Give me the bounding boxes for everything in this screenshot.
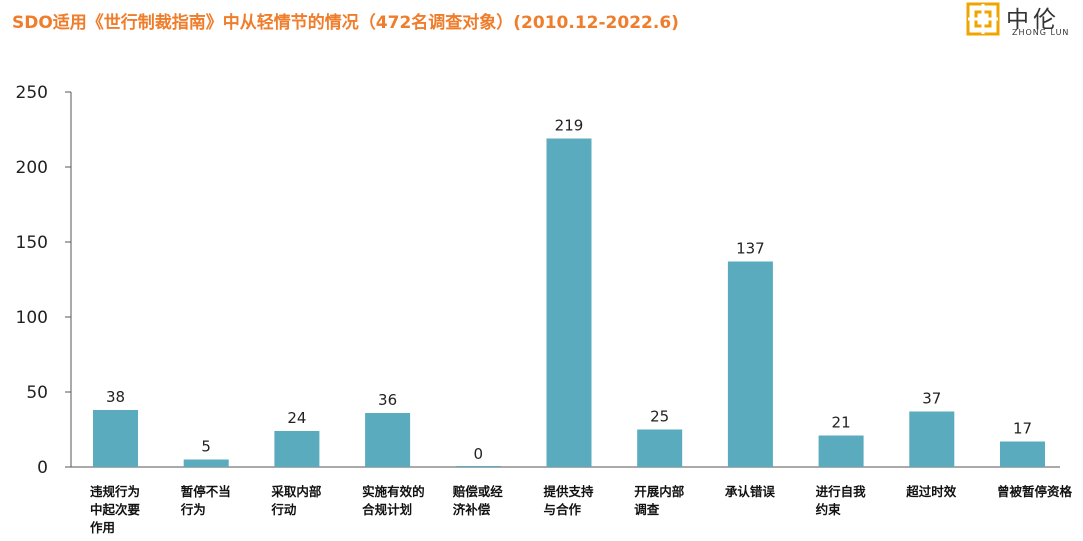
bar xyxy=(455,466,501,467)
category-label-line: 调查 xyxy=(634,502,660,517)
category-label-line: 提供支持 xyxy=(543,484,594,499)
category-label: 违规行为中起次要作用 xyxy=(90,483,170,537)
category-label-line: 合规计划 xyxy=(362,502,413,517)
value-label: 0 xyxy=(474,445,484,463)
category-label: 曾被暂停资格 xyxy=(997,483,1077,501)
bar xyxy=(546,138,592,467)
category-label-line: 济补偿 xyxy=(452,502,491,517)
value-label: 5 xyxy=(201,438,211,456)
category-label-line: 作用 xyxy=(90,520,116,535)
bar xyxy=(1000,441,1045,467)
category-label-line: 开展内部 xyxy=(634,484,685,499)
category-label: 提供支持 与合作 xyxy=(544,483,624,519)
category-label: 承认错误 xyxy=(725,483,805,501)
value-label: 38 xyxy=(106,388,125,406)
value-label: 24 xyxy=(287,409,306,427)
logo-name-en: ZHONG LUN xyxy=(1012,28,1070,37)
bar xyxy=(637,429,683,467)
category-label-line: 行为 xyxy=(180,502,206,517)
value-label: 21 xyxy=(832,414,851,432)
page-title: SDO适用《世行制裁指南》中从轻情节的情况（472名调查对象）(2010.12-… xyxy=(12,13,679,33)
value-label: 25 xyxy=(650,408,669,426)
bar xyxy=(365,413,411,467)
y-tick-label: 250 xyxy=(16,83,48,103)
bar xyxy=(274,431,320,467)
category-label: 赔偿或经 济补偿 xyxy=(453,483,533,519)
value-label: 36 xyxy=(378,391,397,409)
y-tick-label: 100 xyxy=(16,308,48,328)
bar xyxy=(909,411,955,467)
category-label-line: 违规行为 xyxy=(90,484,141,499)
category-label-line: 采取内部 xyxy=(271,484,322,499)
category-label-line: 约束 xyxy=(815,502,841,517)
y-tick-label: 150 xyxy=(16,233,48,253)
category-label: 超过时效 xyxy=(906,483,986,501)
bar xyxy=(93,410,138,467)
category-label-line: 中起次要 xyxy=(90,502,141,517)
category-label-line: 进行自我 xyxy=(815,484,866,499)
company-logo: 中伦 ZHONG LUN xyxy=(966,2,1078,40)
bar xyxy=(818,435,864,467)
y-tick-label: 0 xyxy=(37,458,48,478)
category-label-line: 暂停不当 xyxy=(180,484,231,499)
value-label: 37 xyxy=(922,390,941,408)
category-label: 采取内部 行动 xyxy=(271,483,351,519)
category-label: 开展内部 调查 xyxy=(634,483,714,519)
category-label: 暂停不当 行为 xyxy=(181,483,261,519)
value-label: 137 xyxy=(736,240,765,258)
category-label: 进行自我 约束 xyxy=(816,483,896,519)
category-label-line: 曾被暂停资格 xyxy=(997,484,1073,499)
category-label-line: 赔偿或经 xyxy=(452,484,503,499)
category-label-line: 实施有效的 xyxy=(362,484,425,499)
logo-name: 中伦 xyxy=(1006,7,1060,33)
category-label: 实施有效的 合规计划 xyxy=(362,483,442,519)
category-label-line: 超过时效 xyxy=(906,484,957,499)
value-label: 219 xyxy=(555,117,584,135)
bar xyxy=(727,261,773,467)
y-tick-label: 50 xyxy=(26,383,48,403)
category-label-line: 承认错误 xyxy=(724,484,775,499)
value-label: 17 xyxy=(1013,420,1032,438)
bar xyxy=(183,459,229,467)
zhonglun-logo-icon xyxy=(966,2,1000,36)
category-label-line: 与合作 xyxy=(543,502,582,517)
y-tick-label: 200 xyxy=(16,158,48,178)
category-label-line: 行动 xyxy=(271,502,297,517)
